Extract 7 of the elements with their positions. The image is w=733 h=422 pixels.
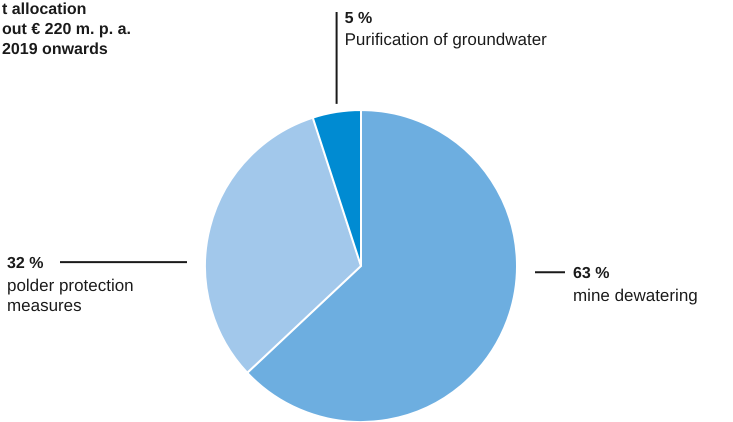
- data-label: 32 %: [7, 255, 44, 272]
- data-label: 5 %: [344, 10, 372, 27]
- slice-label: mine dewatering: [573, 286, 698, 306]
- slice-label: Purification of groundwater: [344, 30, 548, 49]
- slice-label: polder protection measures: [7, 276, 134, 316]
- data-label: 63 %: [573, 265, 610, 282]
- text: t allocation out € 220 m. p. a. 2019 onwards: [2, 1, 131, 58]
